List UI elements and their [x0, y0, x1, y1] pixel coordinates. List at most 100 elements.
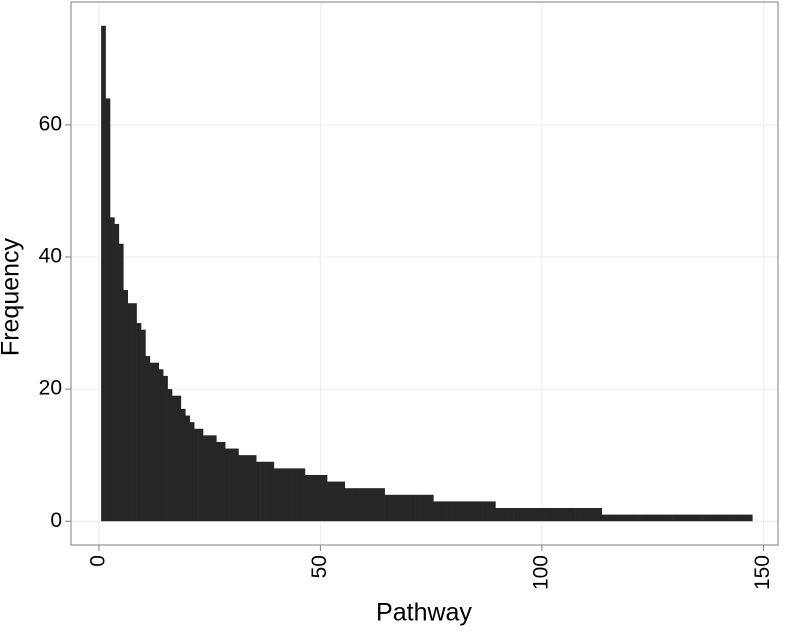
bar: [681, 514, 687, 522]
bar: [158, 369, 164, 522]
bar: [455, 501, 461, 522]
bar: [397, 494, 403, 522]
bar: [247, 455, 253, 522]
bar: [393, 494, 399, 522]
bar: [132, 303, 137, 522]
bar: [167, 389, 173, 522]
bar: [641, 514, 647, 522]
bar: [225, 448, 230, 522]
bar: [109, 217, 115, 522]
bar: [362, 488, 368, 522]
bar: [637, 514, 642, 522]
bar: [459, 501, 465, 522]
bar: [539, 508, 545, 522]
bar: [194, 428, 199, 522]
bar: [415, 494, 421, 522]
bar: [163, 375, 168, 522]
bar: [530, 508, 536, 522]
bar: [114, 223, 120, 522]
x-tick-label: 150: [751, 555, 774, 590]
bar: [380, 488, 385, 522]
bar: [482, 501, 487, 522]
bar: [180, 408, 186, 522]
bar: [464, 501, 470, 522]
bar: [220, 441, 226, 522]
bar: [566, 508, 571, 522]
bar: [433, 501, 439, 522]
x-tick-label: 50: [308, 555, 331, 578]
bar: [282, 468, 288, 522]
bar: [588, 508, 594, 522]
bar: [663, 514, 669, 522]
bar: [708, 514, 713, 522]
bar: [677, 514, 682, 522]
bar: [739, 514, 744, 522]
bar: [632, 514, 638, 522]
bar: [327, 481, 332, 522]
bar: [322, 474, 328, 522]
bar: [654, 514, 660, 522]
bar: [614, 514, 620, 522]
bar: [583, 508, 589, 522]
bar: [375, 488, 381, 522]
bar: [606, 514, 611, 522]
bar: [389, 494, 394, 522]
bar: [309, 474, 315, 522]
bar: [517, 508, 523, 522]
bar: [349, 488, 354, 522]
bar: [552, 508, 558, 522]
bar: [699, 514, 704, 522]
bar: [712, 514, 718, 522]
bar: [703, 514, 709, 522]
bar: [490, 501, 496, 522]
bar: [734, 514, 740, 522]
bar: [318, 474, 323, 522]
bar: [521, 508, 527, 522]
bar: [242, 455, 248, 522]
bar: [495, 508, 501, 522]
bar: [570, 508, 576, 522]
x-axis-title: Pathway: [376, 599, 472, 627]
bar: [725, 514, 731, 522]
bar: [256, 461, 261, 522]
bar: [579, 508, 585, 522]
bar: [371, 488, 377, 522]
bar: [185, 415, 191, 522]
bar: [402, 494, 408, 522]
x-tick-label: 100: [529, 555, 552, 590]
bar: [535, 508, 540, 522]
bar: [198, 428, 204, 522]
x-tick-label: 0: [86, 555, 109, 567]
bar: [659, 514, 665, 522]
bar: [207, 435, 213, 522]
bar: [273, 468, 279, 522]
bar: [251, 455, 257, 522]
bar: [592, 508, 598, 522]
bar: [269, 461, 275, 522]
bar: [526, 508, 532, 522]
bar: [172, 395, 177, 522]
bar: [366, 488, 372, 522]
bar: [499, 508, 505, 522]
bar: [238, 455, 244, 522]
bar: [216, 441, 222, 522]
bar: [486, 501, 492, 522]
bar: [296, 468, 301, 522]
bar: [420, 494, 425, 522]
bar: [619, 514, 625, 522]
bar: [428, 494, 434, 522]
bar: [358, 488, 363, 522]
bar: [145, 356, 151, 522]
bar: [645, 514, 651, 522]
bar: [384, 494, 390, 522]
bar: [406, 494, 412, 522]
bar: [601, 514, 607, 522]
y-tick-label: 20: [39, 377, 62, 400]
bar: [211, 435, 217, 522]
bar: [557, 508, 563, 522]
bar: [468, 501, 474, 522]
bar: [340, 481, 346, 522]
bar: [176, 395, 182, 522]
bar: [690, 514, 696, 522]
bar: [508, 508, 514, 522]
